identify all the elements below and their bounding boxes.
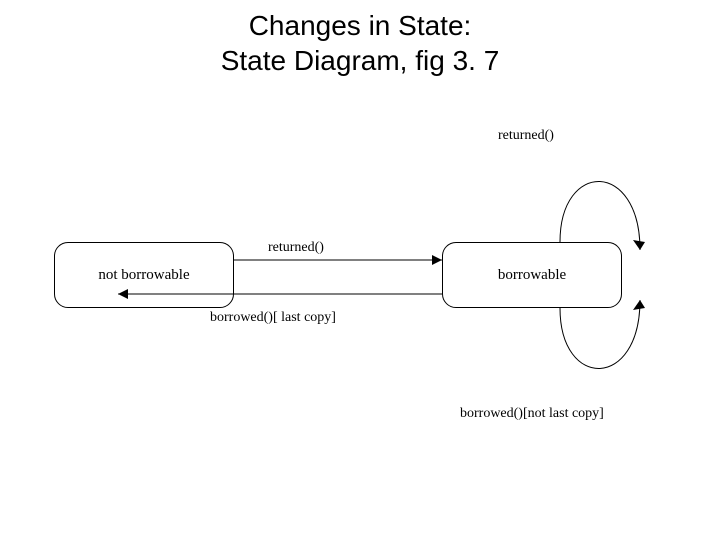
state-diagram-svg — [0, 0, 720, 540]
edge-label-borrowed-not-last: borrowed()[not last copy] — [460, 406, 604, 422]
edge-label-returned-mid: returned() — [268, 240, 324, 256]
arrowhead-icon — [633, 300, 645, 310]
edge-label-returned-self: returned() — [498, 128, 554, 144]
arrowhead-icon — [432, 255, 442, 265]
edge-borrowed-not-last — [560, 300, 640, 369]
edge-label-borrowed-last: borrowed()[ last copy] — [210, 310, 336, 326]
edge-returned-self — [560, 181, 640, 250]
arrowhead-icon — [633, 240, 645, 250]
arrowhead-icon — [118, 289, 128, 299]
